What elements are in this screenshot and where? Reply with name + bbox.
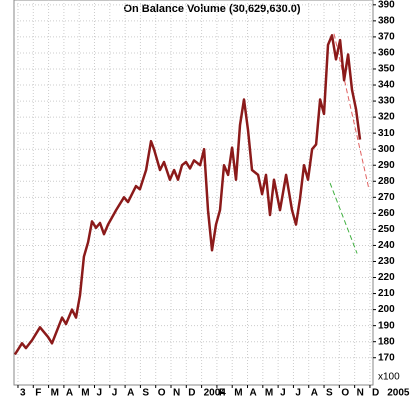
trend-line xyxy=(333,33,370,190)
x-tick-label: A xyxy=(250,388,257,399)
y-tick-label: 210 xyxy=(378,288,395,299)
obv-line xyxy=(13,34,362,356)
x-tick-label: N xyxy=(357,388,364,399)
y-tick-label: 250 xyxy=(378,224,395,235)
x-tick-label: 3 xyxy=(20,388,26,399)
y-tick-label: 190 xyxy=(378,320,395,331)
y-tick-label: 170 xyxy=(378,352,395,363)
y-tick-label: 380 xyxy=(378,15,395,26)
x-tick-label: D xyxy=(372,388,379,399)
plot-area xyxy=(13,0,374,386)
x-tick-label: J xyxy=(280,388,286,399)
x-tick-label: J xyxy=(295,388,301,399)
x-tick-label: S xyxy=(326,388,333,399)
y-tick-label: 320 xyxy=(378,112,395,123)
x-tick-label: F xyxy=(35,388,41,399)
x-tick-label: O xyxy=(158,388,166,399)
chart-title: On Balance Volume (30,629,630.0) xyxy=(123,3,300,15)
y-tick-label: 300 xyxy=(378,144,395,155)
y-tick-label: 200 xyxy=(378,304,395,315)
x-tick-label: O xyxy=(341,388,349,399)
x-tick-label: N xyxy=(173,388,180,399)
axis-note: x100 xyxy=(378,372,400,383)
x-tick-label: D xyxy=(188,388,195,399)
y-tick-label: 360 xyxy=(378,48,395,59)
x-tick-label: A xyxy=(127,388,134,399)
x-tick-label: J xyxy=(112,388,118,399)
x-tick-label: F xyxy=(219,388,225,399)
x-tick-label: S xyxy=(142,388,149,399)
y-tick-label: 340 xyxy=(378,80,395,91)
x-tick-label: 2004 xyxy=(204,388,227,399)
y-tick-label: 220 xyxy=(378,272,395,283)
x-tick-label: J xyxy=(96,388,102,399)
y-tick-label: 280 xyxy=(378,176,395,187)
trend-line xyxy=(329,182,358,254)
y-tick-label: 390 xyxy=(378,0,395,10)
y-tick-label: 350 xyxy=(378,64,395,75)
x-tick-label: M xyxy=(265,388,273,399)
y-tick-label: 310 xyxy=(378,128,395,139)
y-tick-label: 230 xyxy=(378,256,395,267)
y-tick-label: 270 xyxy=(378,192,395,203)
y-tick-label: 180 xyxy=(378,336,395,347)
x-tick-label: M xyxy=(234,388,242,399)
x-tick-label: M xyxy=(81,388,89,399)
x-tick-label: A xyxy=(66,388,73,399)
x-tick-label: M xyxy=(51,388,59,399)
y-tick-label: 290 xyxy=(378,160,395,171)
y-tick-label: 330 xyxy=(378,96,395,107)
y-tick-label: 260 xyxy=(378,208,395,219)
x-tick-label: 2005 xyxy=(387,388,410,399)
y-tick-label: 370 xyxy=(378,32,395,43)
x-tick-label: A xyxy=(311,388,318,399)
y-tick-label: 240 xyxy=(378,240,395,251)
